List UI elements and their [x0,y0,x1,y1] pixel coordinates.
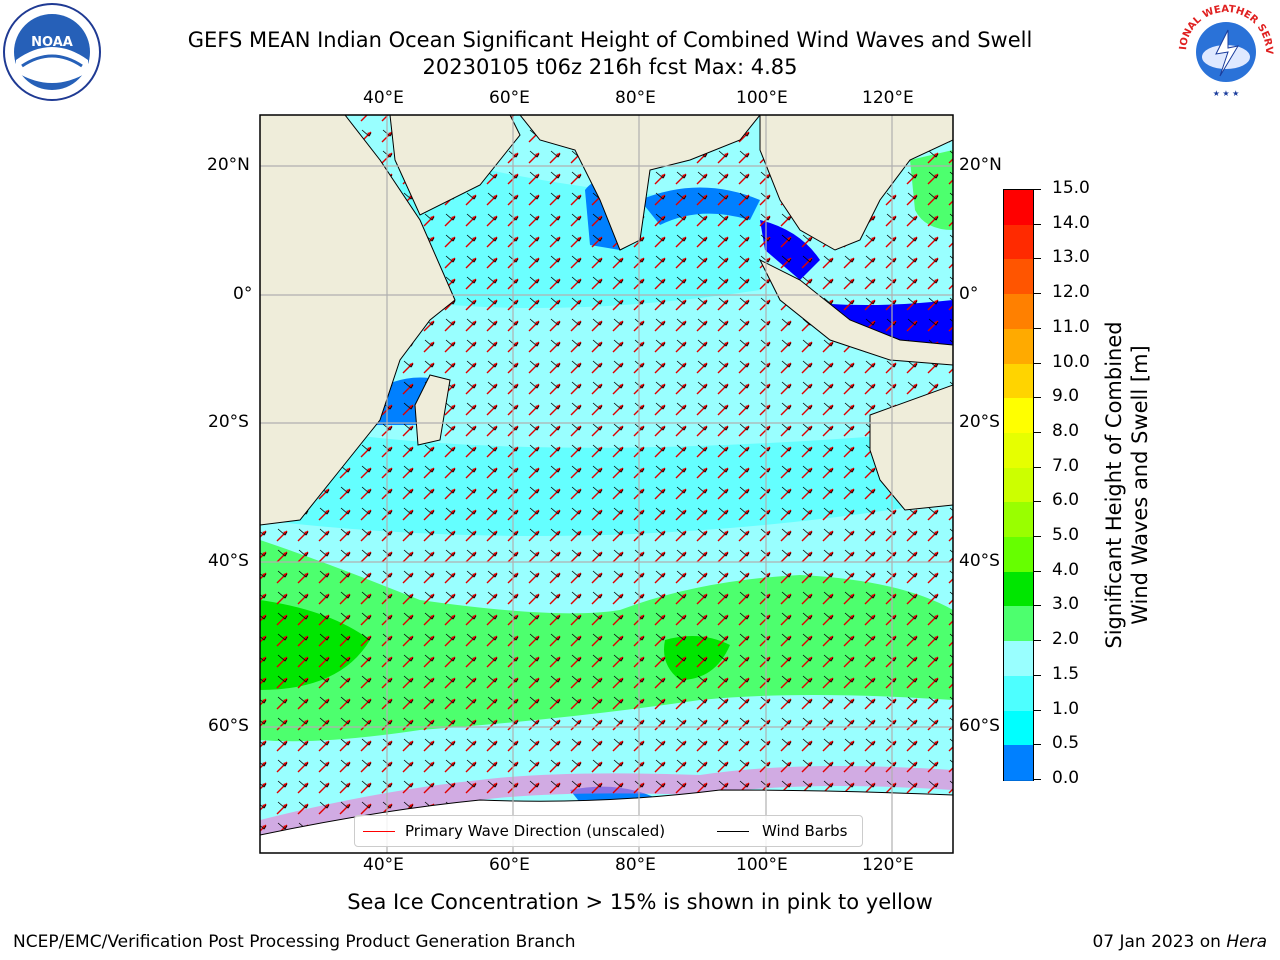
wave-direction-label: Primary Wave Direction (unscaled) [405,822,666,840]
colorbar-tick-mark [1033,536,1041,538]
lat-tick-right: 0° [959,284,979,304]
footer-left: NCEP/EMC/Verification Post Processing Pr… [13,932,576,952]
colorbar-tick-label: 3.0 [1052,594,1080,615]
wind-barb-label: Wind Barbs [762,822,848,840]
colorbar-tick-label: 11.0 [1052,316,1090,337]
colorbar-segment [1004,328,1033,366]
lon-tick-bottom: 60°E [489,855,530,875]
lat-tick-left: 0° [233,284,253,304]
lon-tick-top: 40°E [363,88,404,108]
lat-tick-left: 40°S [208,551,249,571]
wave-direction-swatch [363,831,395,832]
title-line-2: 20230105 t06z 216h fcst Max: 4.85 [422,55,798,79]
lon-tick-bottom: 120°E [862,855,914,875]
colorbar-tick-mark [1033,431,1041,433]
colorbar-segment [1004,432,1033,470]
colorbar-tick-label: 15.0 [1052,178,1090,198]
lat-tick-right: 20°S [959,412,1000,432]
colorbar-tick-label: 13.0 [1052,247,1090,268]
colorbar-segment [1004,398,1033,435]
colorbar-tick-label: 0.5 [1052,733,1080,754]
lat-tick-left: 20°S [208,412,249,432]
lon-tick-bottom: 100°E [736,855,788,875]
wind-barb-swatch [717,831,749,832]
title-line-1: GEFS MEAN Indian Ocean Significant Heigh… [187,28,1033,52]
colorbar-tick-label: 9.0 [1052,386,1080,407]
colorbar-tick-label: 1.5 [1052,663,1080,684]
colorbar-segment [1004,190,1033,227]
colorbar-segment [1004,259,1033,296]
colorbar-tick-mark [1033,362,1041,364]
map-gridlines [260,115,953,853]
colorbar-tick-mark [1033,258,1041,260]
nws-logo: NATIONAL WEATHER SERVICE ★ ★ ★ [1176,2,1274,99]
colorbar-tick-mark [1033,779,1041,780]
footer-right: 07 Jan 2023 on Hera [1092,932,1267,952]
lon-tick-top: 60°E [489,88,530,108]
colorbar-segment [1004,641,1033,678]
colorbar-tick-mark [1033,327,1041,329]
colorbar-tick-label: 7.0 [1052,455,1080,476]
colorbar-segment [1004,502,1033,539]
lat-tick-right: 20°N [959,155,1002,175]
india-landmass [519,115,761,251]
lon-tick-top: 100°E [736,88,788,108]
colorbar-segment [1004,537,1033,574]
colorbar-tick-mark [1033,709,1041,711]
lat-tick-right: 40°S [959,551,1000,571]
colorbar-segment [1004,363,1033,400]
svg-text:★ ★ ★: ★ ★ ★ [1213,89,1240,98]
australia-landmass [869,384,953,511]
colorbar-tick-mark [1033,570,1041,572]
colorbar-tick-label: 12.0 [1052,282,1090,303]
colorbar-tick-label: 0.0 [1052,768,1080,788]
sumatra-java [758,258,953,366]
colorbar-tick-mark [1033,605,1041,607]
colorbar-tick-mark [1033,640,1041,642]
lon-tick-top: 120°E [862,88,914,108]
colorbar-tick-mark [1033,223,1041,225]
colorbar-tick-mark [1033,397,1041,399]
noaa-logo: NOAA [3,3,101,101]
lat-tick-left: 60°S [208,716,249,736]
map-legend: Primary Wave Direction (unscaled) Wind B… [354,815,863,847]
lat-tick-left: 20°N [207,155,250,175]
colorbar-tick-label: 14.0 [1052,212,1090,233]
colorbar-segment [1004,224,1033,261]
madagascar [414,374,451,446]
southeast-asia-landmass [759,115,953,251]
colorbar-segment [1004,745,1033,782]
colorbar-tick-label: 10.0 [1052,351,1090,372]
arabia-landmass [389,115,521,216]
colorbar-tick-label: 6.0 [1052,490,1080,511]
sea-ice-caption: Sea Ice Concentration > 15% is shown in … [347,890,933,914]
lat-tick-right: 60°S [959,716,1000,736]
colorbar-tick-label: 2.0 [1052,629,1080,650]
colorbar-tick-mark [1033,189,1041,190]
colorbar [1003,189,1034,782]
colorbar-tick-label: 8.0 [1052,420,1080,441]
colorbar-tick-mark [1033,466,1041,468]
lon-tick-top: 80°E [615,88,656,108]
colorbar-tick-label: 1.0 [1052,698,1080,719]
colorbar-segment [1004,571,1033,608]
colorbar-tick-mark [1033,501,1041,503]
colorbar-segment [1004,606,1033,643]
colorbar-tick-label: 5.0 [1052,525,1080,546]
noaa-logo-text: NOAA [31,35,73,50]
colorbar-segment [1004,710,1033,747]
lon-tick-bottom: 80°E [615,855,656,875]
colorbar-segment [1004,467,1033,504]
colorbar-tick-mark [1033,293,1041,295]
colorbar-segment [1004,294,1033,331]
colorbar-tick-label: 4.0 [1052,559,1080,580]
colorbar-segment [1004,675,1033,713]
colorbar-tick-mark [1033,744,1041,746]
lon-tick-bottom: 40°E [363,855,404,875]
map-frame [259,114,954,854]
colorbar-tick-mark [1033,674,1041,676]
